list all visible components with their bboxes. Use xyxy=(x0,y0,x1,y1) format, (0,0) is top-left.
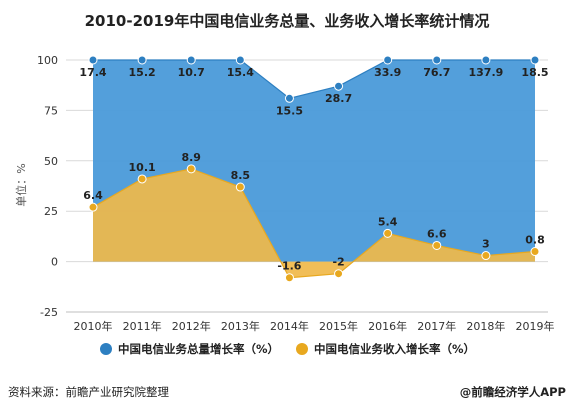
x-tick-label: 2014年 xyxy=(270,319,309,333)
x-tick-label: 2013年 xyxy=(221,319,260,333)
data-point xyxy=(284,273,294,283)
data-point xyxy=(137,55,147,65)
data-label: 5.4 xyxy=(378,215,398,228)
data-point xyxy=(383,55,393,65)
data-label: 0.8 xyxy=(525,234,545,247)
data-label: 15.4 xyxy=(227,66,254,79)
data-point xyxy=(186,164,196,174)
data-label: -1.6 xyxy=(277,260,301,273)
data-label: 17.4 xyxy=(79,66,106,79)
data-label: 15.2 xyxy=(129,66,156,79)
y-tick-label: 100 xyxy=(37,54,58,67)
data-label: 10.7 xyxy=(178,66,205,79)
x-tick-label: 2016年 xyxy=(368,319,407,333)
data-label: 8.9 xyxy=(181,151,201,164)
data-label: -2 xyxy=(332,256,344,269)
data-point xyxy=(334,269,344,279)
data-point xyxy=(88,202,98,212)
data-point xyxy=(432,55,442,65)
data-label: 6.6 xyxy=(427,227,447,240)
data-point xyxy=(235,55,245,65)
plot-area: -25 0 25 50 75 100 17.4 15.2 10.7 15.4 15.5 28.7 33.… xyxy=(37,54,555,333)
data-point xyxy=(530,55,540,65)
data-label: 28.7 xyxy=(325,92,352,105)
footer-brand: @前瞻经济学人APP xyxy=(460,385,566,399)
x-tick-label: 2010年 xyxy=(74,319,113,333)
legend-label: 中国电信业务收入增长率（%） xyxy=(314,342,475,356)
data-label: 3 xyxy=(482,238,490,251)
series-line xyxy=(92,168,536,279)
data-point xyxy=(481,251,491,261)
data-point xyxy=(530,247,540,257)
data-label: 76.7 xyxy=(423,66,450,79)
data-label: 10.1 xyxy=(129,161,156,174)
x-tick-label: 2018年 xyxy=(466,319,505,333)
y-tick-label: 75 xyxy=(44,104,58,117)
data-point xyxy=(481,55,491,65)
data-label: 15.5 xyxy=(276,104,303,117)
data-point xyxy=(383,228,393,238)
data-point xyxy=(186,55,196,65)
data-point xyxy=(284,93,294,103)
y-tick-label: 50 xyxy=(44,155,58,168)
x-tick-label: 2019年 xyxy=(516,319,555,333)
x-tick-label: 2012年 xyxy=(172,319,211,333)
data-label: 8.5 xyxy=(231,169,251,182)
x-tick-label: 2011年 xyxy=(123,319,162,333)
data-point xyxy=(334,81,344,91)
y-tick-label: 0 xyxy=(51,256,58,269)
legend-marker xyxy=(296,343,308,355)
chart-title: 2010-2019年中国电信业务总量、业务收入增长率统计情况 xyxy=(85,12,490,30)
data-point xyxy=(88,55,98,65)
x-tick-label: 2015年 xyxy=(319,319,358,333)
y-tick-label: 25 xyxy=(44,205,58,218)
data-point xyxy=(432,240,442,250)
data-label: 6.4 xyxy=(83,189,103,202)
legend-label: 中国电信业务总量增长率（%） xyxy=(118,342,279,356)
series-line xyxy=(93,59,535,99)
x-tick-label: 2017年 xyxy=(417,319,456,333)
data-point xyxy=(137,174,147,184)
data-label: 18.5 xyxy=(521,66,548,79)
data-point xyxy=(235,182,245,192)
y-tick-label: -25 xyxy=(40,306,58,319)
legend: 中国电信业务总量增长率（%） 中国电信业务收入增长率（%） xyxy=(100,342,475,356)
footer-source: 资料来源：前瞻产业研究院整理 xyxy=(8,385,169,399)
series-area xyxy=(93,168,535,278)
data-label: 33.9 xyxy=(374,66,401,79)
legend-marker xyxy=(100,343,112,355)
data-label: 137.9 xyxy=(468,66,503,79)
y-axis-label: 单位：% xyxy=(14,163,28,206)
